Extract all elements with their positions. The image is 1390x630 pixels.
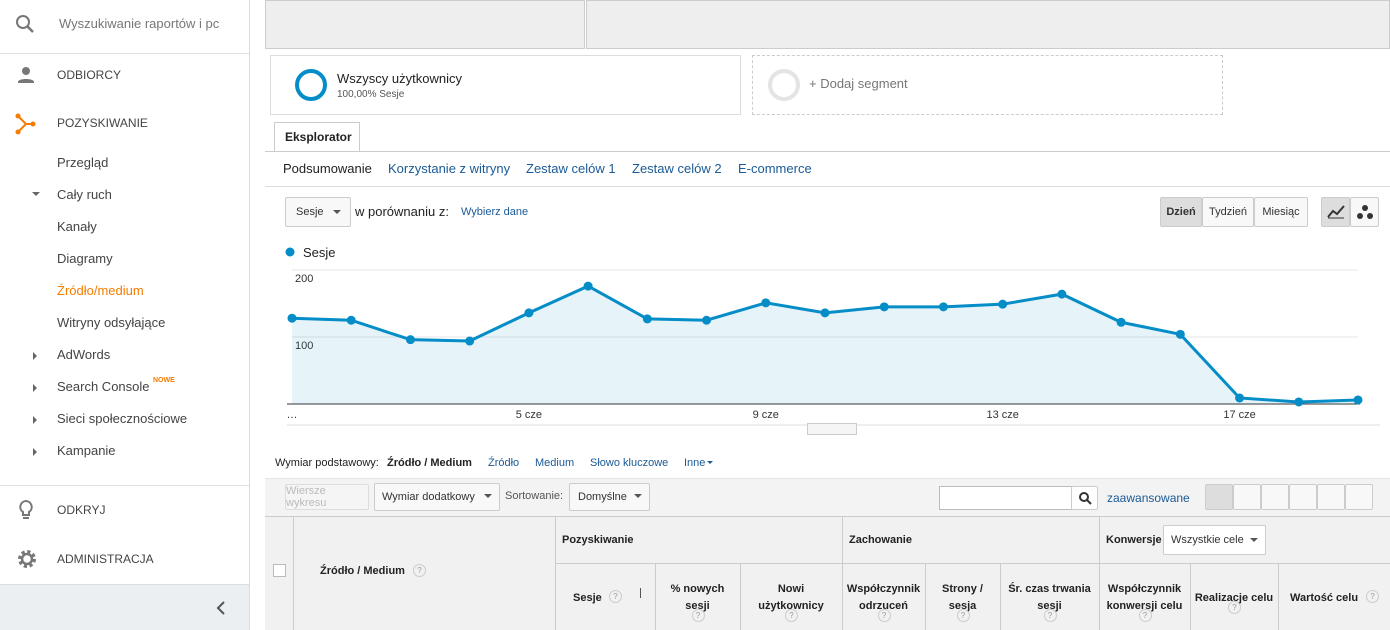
help[interactable]: ? xyxy=(785,609,798,622)
point xyxy=(880,302,889,311)
nav-item[interactable]: Witryny odsyłające xyxy=(57,315,165,330)
subtab[interactable]: Korzystanie z witryny xyxy=(388,161,510,176)
nav-arrow[interactable] xyxy=(32,192,40,200)
dimension-option[interactable]: Inne xyxy=(684,457,705,469)
help[interactable]: ? xyxy=(1044,609,1057,622)
help[interactable]: ? xyxy=(1228,601,1241,614)
point xyxy=(288,314,297,323)
point xyxy=(347,316,356,325)
period-button[interactable]: Miesiąc xyxy=(1254,197,1308,227)
sort-label: Sortowanie: xyxy=(505,490,563,502)
help[interactable]: ? xyxy=(609,590,622,603)
point xyxy=(761,298,770,307)
filter-button[interactable] xyxy=(1071,486,1098,510)
search-icon xyxy=(1078,491,1092,505)
point xyxy=(1294,397,1303,406)
period-button[interactable]: Dzień xyxy=(1160,197,1202,227)
period-button[interactable]: Tydzień xyxy=(1202,197,1254,227)
nav-item[interactable]: Źródło/medium xyxy=(57,283,144,298)
filter-input[interactable] xyxy=(939,486,1073,510)
point xyxy=(1354,395,1363,404)
help[interactable]: ? xyxy=(878,609,891,622)
nav-item[interactable]: Sieci społecznościowe xyxy=(57,411,187,426)
caret xyxy=(1250,538,1258,546)
group-header: Zachowanie xyxy=(849,534,912,546)
nav-arrow[interactable] xyxy=(33,352,41,360)
x-tick-label: 13 cze xyxy=(986,409,1018,421)
legend-marker xyxy=(286,248,295,257)
nav-item[interactable]: AdWords xyxy=(57,347,110,362)
help[interactable]: ? xyxy=(413,564,426,577)
point xyxy=(702,316,711,325)
area xyxy=(292,286,1358,404)
caret xyxy=(484,494,492,502)
x-tick-label: 17 cze xyxy=(1223,409,1255,421)
view-button[interactable] xyxy=(1289,484,1317,510)
point xyxy=(406,335,415,344)
nav-arrow[interactable] xyxy=(33,384,41,392)
help[interactable]: ? xyxy=(1366,590,1379,603)
point xyxy=(643,314,652,323)
sort-select[interactable]: Domyślne xyxy=(569,483,650,511)
group-header: Pozyskiwanie xyxy=(562,534,634,546)
dimension-option[interactable]: Słowo kluczowe xyxy=(590,457,668,469)
help[interactable]: ? xyxy=(957,609,970,622)
view-button[interactable] xyxy=(1233,484,1261,510)
point xyxy=(1176,330,1185,339)
nav-item[interactable]: Przegląd xyxy=(57,155,108,170)
subtab[interactable]: Zestaw celów 2 xyxy=(632,161,722,176)
dimension-option: Źródło / Medium xyxy=(387,457,472,469)
subtab[interactable]: Zestaw celów 1 xyxy=(526,161,616,176)
view-button[interactable] xyxy=(1261,484,1289,510)
sort-text: Domyślne xyxy=(578,491,627,503)
caret xyxy=(634,494,642,502)
x-tick-label: 9 cze xyxy=(753,409,779,421)
point xyxy=(1117,318,1126,327)
nav-item[interactable]: Diagramy xyxy=(57,251,113,266)
group-header: Konwersje xyxy=(1106,534,1162,546)
column-header[interactable]: Wartość celu xyxy=(1290,590,1358,607)
view-button[interactable] xyxy=(1345,484,1373,510)
legend-label: Sesje xyxy=(303,245,336,260)
nav-arrow[interactable] xyxy=(33,416,41,424)
x-tick-label: 5 cze xyxy=(516,409,542,421)
nav-item[interactable]: Kampanie xyxy=(57,443,116,458)
column-header[interactable]: Sesje xyxy=(573,590,602,607)
sort-arrow[interactable] xyxy=(640,588,642,598)
chart-expander[interactable] xyxy=(807,423,857,435)
secondary-dimension[interactable]: Wymiar dodatkowy xyxy=(374,483,500,511)
help[interactable]: ? xyxy=(1139,609,1152,622)
nav-item[interactable]: Search Console xyxy=(57,379,150,394)
point xyxy=(939,302,948,311)
checkbox[interactable] xyxy=(273,564,286,577)
nav-item[interactable]: Cały ruch xyxy=(57,187,112,202)
point xyxy=(998,300,1007,309)
point xyxy=(1057,290,1066,299)
new-badge: NOWE xyxy=(153,377,175,384)
y-tick-label: 200 xyxy=(295,273,313,285)
x-tick-label: … xyxy=(287,409,298,421)
secondary-text: Wymiar dodatkowy xyxy=(382,491,475,503)
dimension-option[interactable]: Źródło xyxy=(488,457,519,469)
subtab[interactable]: Podsumowanie xyxy=(283,161,372,176)
point xyxy=(821,308,830,317)
plot-rows: Wiersze wykresu xyxy=(285,484,369,510)
point xyxy=(1235,393,1244,402)
view-button[interactable] xyxy=(1205,484,1233,510)
point xyxy=(584,282,593,291)
point xyxy=(524,308,533,317)
nav-arrow[interactable] xyxy=(33,448,41,456)
caret xyxy=(707,461,713,467)
view-button[interactable] xyxy=(1317,484,1345,510)
point xyxy=(465,337,474,346)
advanced-link[interactable]: zaawansowane xyxy=(1107,491,1190,505)
subtab[interactable]: E-commerce xyxy=(738,161,812,176)
nav-item[interactable]: Kanały xyxy=(57,219,97,234)
dimension-option[interactable]: Medium xyxy=(535,457,574,469)
help[interactable]: ? xyxy=(692,609,705,622)
dimension-label: Wymiar podstawowy: xyxy=(275,457,379,469)
dimension-header[interactable]: Źródło / Medium xyxy=(320,565,405,577)
